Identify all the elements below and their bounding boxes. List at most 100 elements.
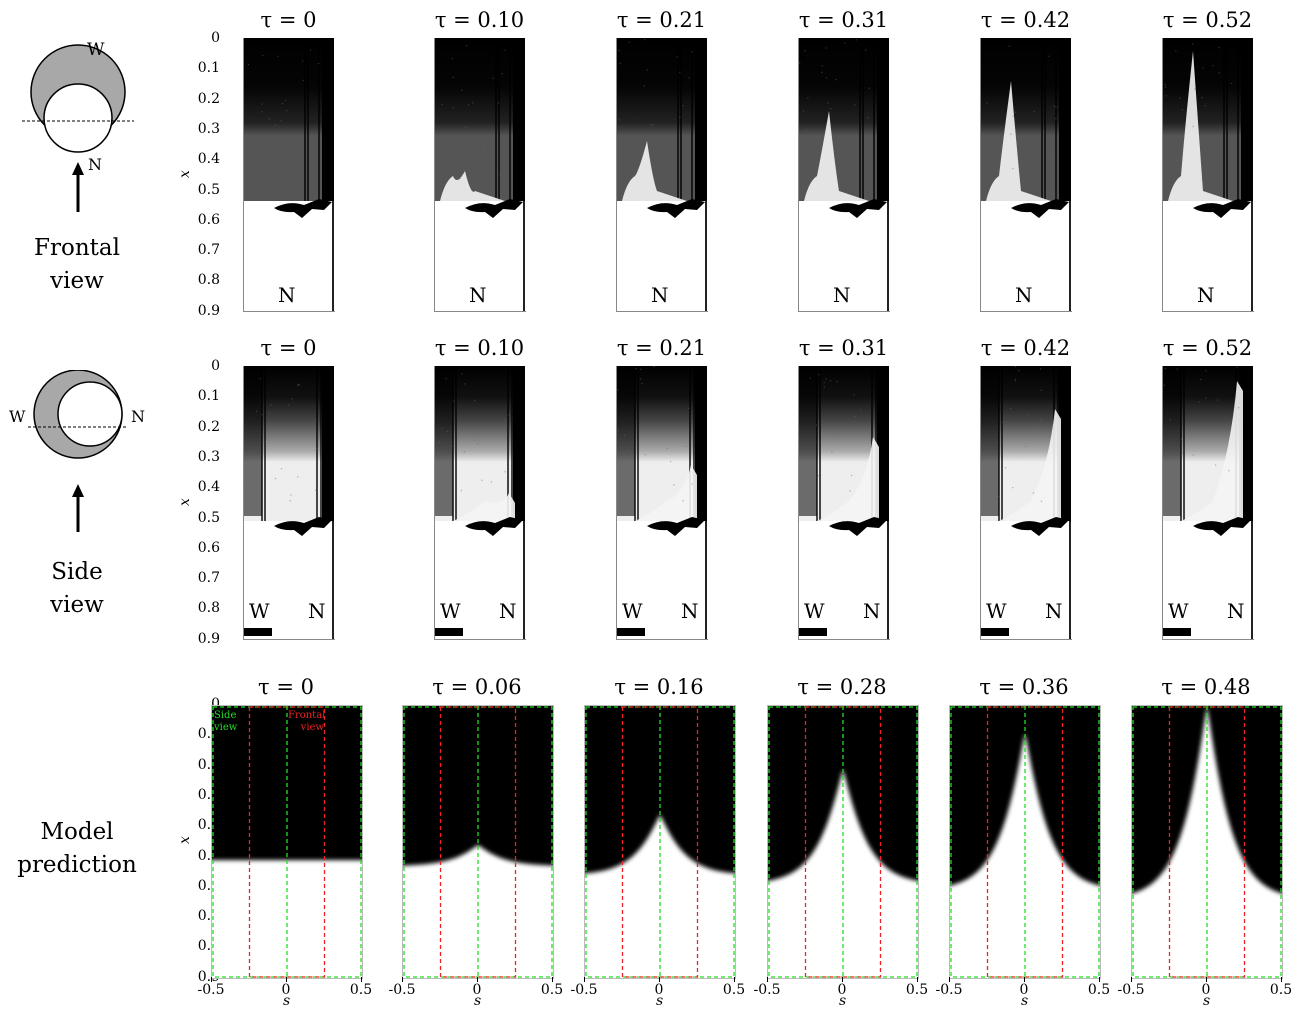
model-heatmap [585,706,735,978]
noise-dot [676,56,677,57]
x-tick-mark [734,977,735,982]
wall-stripe [498,38,500,201]
noise-dot [856,39,857,40]
noise-dot [818,431,819,432]
panel-label-n: N [1015,283,1033,307]
wall-stripe [691,38,693,201]
noise-dot [826,77,827,78]
side-row-label-line1: Side [2,556,152,589]
frontal-row-label-line2: view [2,265,152,298]
noise-dot [472,102,473,103]
frontal-view-frame [1162,38,1254,312]
noise-dot [645,454,646,455]
noise-dot [1193,454,1194,455]
wall-stripe [862,38,864,201]
noise-dot [303,80,304,81]
noise-dot [441,428,442,429]
wall-stripe [1237,38,1239,201]
noise-dot [1175,50,1176,51]
noise-dot [637,169,638,170]
noise-dot [836,381,837,382]
right-wall [695,38,707,201]
x-tick-mark [477,977,478,982]
side-schematic-n-label: N [131,407,145,426]
panel-title-tau: τ = 0.52 [1163,336,1252,360]
frontal-schematic-svg [18,30,138,220]
wall-shadow [799,366,817,516]
noise-dot [1028,414,1029,415]
frontal-view-frame [616,38,708,312]
noise-dot [689,77,690,78]
model-heatmap [768,706,918,978]
noise-dot [500,174,501,175]
wall-shadow [435,366,453,516]
bottom-bubble [1163,628,1191,636]
noise-dot [464,451,465,452]
noise-dot [508,164,509,165]
model-panel [949,705,1101,979]
noise-dot [629,42,630,43]
noise-dot [446,378,447,379]
y-tick-label: 0.7 [186,570,220,586]
noise-dot [640,378,641,379]
noise-dot [824,387,825,388]
x-tick-mark [211,977,212,982]
noise-dot [302,61,303,62]
noise-dot [504,419,505,420]
view-arrow-head [72,484,84,497]
x-axis-label: s [283,993,290,1009]
noise-dot [869,88,870,89]
noise-dot [870,440,871,441]
noise-dot [998,496,999,497]
wall-shadow [244,366,262,516]
noise-dot [1015,380,1016,381]
x-tick-label: 0.5 [1261,982,1297,998]
noise-dot [849,490,850,491]
y-tick-label: 0 [186,358,220,374]
noise-dot [1170,419,1171,420]
noise-dot [256,137,257,138]
noise-dot [1206,169,1207,170]
noise-dot [1055,106,1056,107]
frontal-schematic-n-label: N [88,155,102,174]
noise-dot [686,446,687,447]
noise-dot [822,65,823,66]
view-arrow-head [72,162,84,175]
panel-title-tau: τ = 0.52 [1163,8,1252,32]
noise-dot [453,77,454,78]
y-tick-label: 0.4 [186,151,220,167]
panel-title-tau: τ = 0.42 [981,336,1070,360]
x-axis-label: s [1021,993,1028,1009]
noise-dot [1194,88,1195,89]
noise-dot [291,398,292,399]
noise-dot [265,441,266,442]
noise-dot [1192,43,1193,44]
noise-dot [641,383,642,384]
wall-stripe [677,38,679,201]
experiment-image [617,38,708,311]
model-row-label-line2: prediction [2,849,152,882]
noise-dot [256,411,257,412]
noise-dot [805,130,806,131]
noise-dot [265,137,266,138]
noise-dot [1040,148,1041,149]
right-wall [877,38,889,201]
right-edge-line [1251,201,1253,311]
x-tick-mark [917,977,918,982]
noise-dot [442,104,443,105]
wall-stripe [1226,38,1228,201]
noise-dot [669,142,670,143]
panel-title-tau: τ = 0.16 [614,675,703,699]
noise-dot [682,105,683,106]
side-schematic-w-label: W [9,407,25,426]
noise-dot [799,62,800,63]
noise-dot [297,476,298,477]
noise-dot [673,484,674,485]
noise-dot [624,435,625,436]
panel-title-tau: τ = 0.21 [617,336,706,360]
noise-dot [692,483,693,484]
noise-dot [1203,67,1204,68]
noise-dot [1025,446,1026,447]
noise-dot [619,119,620,120]
panel-label-n: N [278,283,296,307]
